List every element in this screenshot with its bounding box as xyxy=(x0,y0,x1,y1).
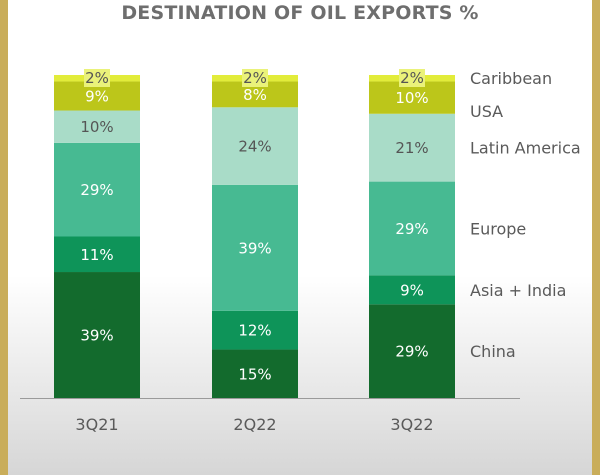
bar-segment-asia-india-3q22 xyxy=(369,275,455,305)
legend-item-europe: Europe xyxy=(470,219,526,238)
data-label-asia-india-3q21: 11% xyxy=(80,246,113,264)
data-label-asia-india-2q22: 12% xyxy=(238,322,271,340)
bar-segment-europe-3q21 xyxy=(54,142,140,237)
x-tick-label-2q22: 2Q22 xyxy=(233,415,276,434)
data-label-caribbean-3q21: 2% xyxy=(85,69,109,87)
legend-item-caribbean: Caribbean xyxy=(470,69,552,88)
data-label-latin-america-2q22: 24% xyxy=(238,138,271,156)
x-tick-label-3q22: 3Q22 xyxy=(390,415,433,434)
data-label-europe-3q21: 29% xyxy=(80,181,113,199)
bar-segment-china-3q21 xyxy=(54,272,140,398)
bar-segment-china-2q22 xyxy=(212,349,298,398)
data-label-usa-2q22: 8% xyxy=(243,86,267,104)
legend-item-china: China xyxy=(470,342,516,361)
data-label-caribbean-2q22: 2% xyxy=(243,69,267,87)
x-tick-label-3q21: 3Q21 xyxy=(75,415,118,434)
bar-segment-china-3q22 xyxy=(369,304,455,398)
data-label-usa-3q21: 9% xyxy=(85,87,109,105)
data-label-bg-caribbean-2q22 xyxy=(242,69,268,87)
bar-segment-latin-america-3q22 xyxy=(369,113,455,182)
data-label-asia-india-3q22: 9% xyxy=(400,281,424,299)
data-label-europe-2q22: 39% xyxy=(238,239,271,257)
data-label-caribbean-3q22: 2% xyxy=(400,69,424,87)
data-label-bg-caribbean-3q22 xyxy=(399,69,425,87)
data-label-bg-caribbean-3q21 xyxy=(84,69,110,87)
data-label-china-3q21: 39% xyxy=(80,327,113,345)
data-label-china-3q22: 29% xyxy=(395,343,428,361)
bar-segment-latin-america-2q22 xyxy=(212,107,298,185)
data-label-china-2q22: 15% xyxy=(238,365,271,383)
data-label-europe-3q22: 29% xyxy=(395,220,428,238)
data-label-latin-america-3q22: 21% xyxy=(395,139,428,157)
legend-item-latin-america: Latin America xyxy=(470,139,581,158)
data-label-latin-america-3q21: 10% xyxy=(80,118,113,136)
bar-segment-latin-america-3q21 xyxy=(54,110,140,143)
bar-segment-europe-2q22 xyxy=(212,184,298,311)
bar-segment-asia-india-3q21 xyxy=(54,236,140,273)
legend-item-usa: USA xyxy=(470,102,503,121)
legend-item-asia-india: Asia + India xyxy=(470,281,566,300)
bar-segment-asia-india-2q22 xyxy=(212,310,298,350)
data-label-usa-3q22: 10% xyxy=(395,89,428,107)
chart-title: DESTINATION OF OIL EXPORTS % xyxy=(121,2,479,24)
bar-segment-europe-3q22 xyxy=(369,181,455,276)
